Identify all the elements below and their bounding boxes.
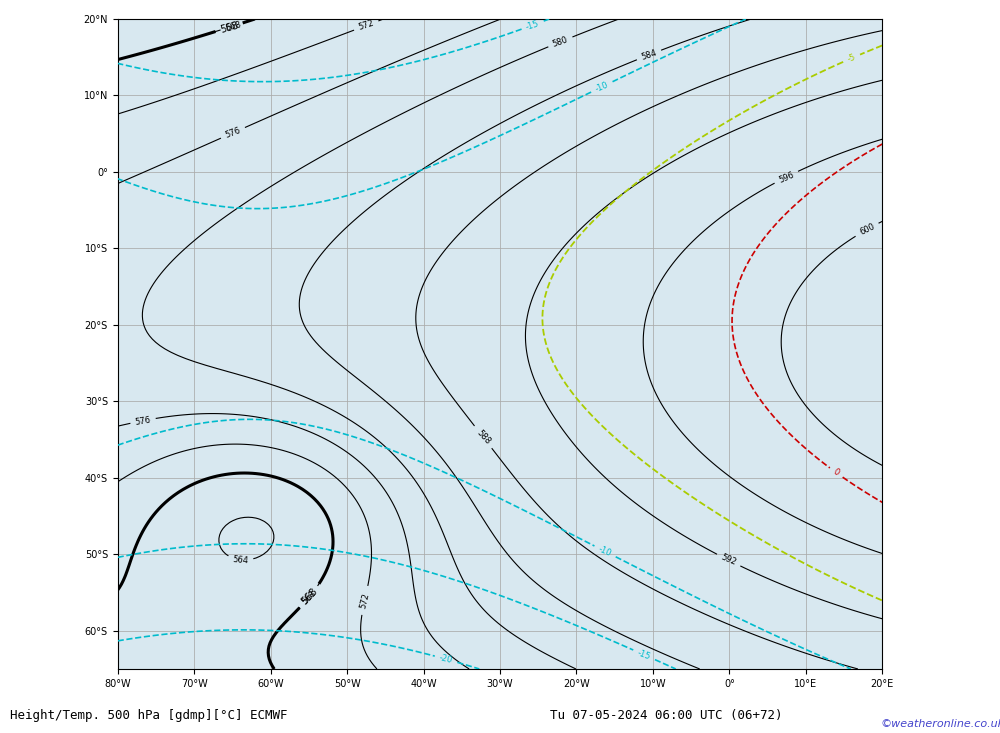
Text: 600: 600 — [858, 222, 876, 237]
Text: Height/Temp. 500 hPa [gdmp][°C] ECMWF: Height/Temp. 500 hPa [gdmp][°C] ECMWF — [10, 709, 288, 722]
Text: 596: 596 — [777, 170, 795, 185]
Text: 568: 568 — [300, 586, 320, 606]
Text: 568: 568 — [224, 20, 242, 32]
Text: -20: -20 — [438, 653, 454, 665]
Text: -10: -10 — [597, 545, 613, 559]
Text: -15: -15 — [636, 648, 652, 661]
Text: Tu 07-05-2024 06:00 UTC (06+72): Tu 07-05-2024 06:00 UTC (06+72) — [550, 709, 782, 722]
Text: 584: 584 — [640, 48, 658, 62]
Text: 572: 572 — [357, 19, 375, 32]
Text: 568: 568 — [219, 20, 239, 34]
Text: -15: -15 — [525, 19, 540, 32]
Text: 576: 576 — [134, 415, 152, 427]
Text: 592: 592 — [720, 553, 738, 567]
Text: 0: 0 — [832, 468, 841, 478]
Text: 576: 576 — [224, 126, 242, 140]
Text: 580: 580 — [551, 35, 569, 48]
Text: -5: -5 — [846, 53, 857, 64]
Text: 568: 568 — [300, 588, 318, 606]
Text: -10: -10 — [594, 80, 610, 94]
Text: 564: 564 — [232, 555, 249, 565]
Text: 572: 572 — [358, 592, 371, 609]
Text: ©weatheronline.co.uk: ©weatheronline.co.uk — [880, 719, 1000, 729]
Text: 588: 588 — [474, 428, 492, 446]
